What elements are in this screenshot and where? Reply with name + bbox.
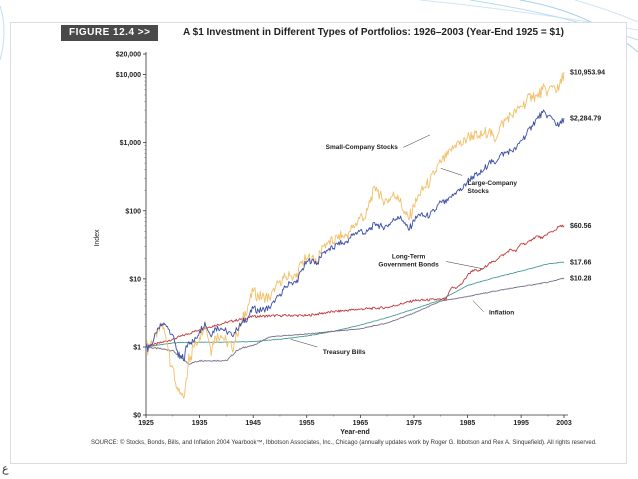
annotation-leader — [446, 261, 484, 270]
annotation-leader — [440, 168, 463, 176]
series-end-label: $10.28 — [570, 276, 592, 283]
x-tick-label: 1945 — [245, 420, 261, 427]
x-tick-label: 2003 — [556, 420, 572, 427]
series-end-label: $60.56 — [570, 223, 592, 230]
x-tick-label: 1935 — [192, 420, 208, 427]
annotation-leader — [403, 134, 431, 148]
x-tick-label: 1925 — [138, 420, 154, 427]
y-tick-label: $20,000 — [116, 52, 141, 59]
series-line-small-company-stocks — [145, 71, 565, 399]
source-note: SOURCE: © Stocks, Bonds, Bills, and Infl… — [91, 440, 597, 446]
series-annotation: Long-Term Government Bonds — [378, 253, 439, 268]
y-axis-label: Index — [94, 229, 101, 247]
x-tick-label: 1965 — [353, 420, 369, 427]
series-line-treasury-bills — [145, 261, 565, 348]
series-line-large-company-stocks — [145, 109, 565, 362]
figure-header: FIGURE 12.4 >> A $1 Investment in Differ… — [11, 23, 626, 45]
slide-page-number: ع — [2, 463, 9, 475]
y-tick-label: $100 — [125, 208, 141, 215]
series-annotation: Small-Company Stocks — [326, 144, 399, 151]
series-line-inflation — [145, 277, 565, 365]
series-end-label: $17.66 — [570, 260, 592, 267]
figure-title: A $1 Investment in Different Types of Po… — [183, 27, 564, 38]
y-tick-label: $10,000 — [116, 72, 141, 79]
y-tick-label: $1,000 — [120, 140, 142, 147]
y-tick-label: $1 — [133, 345, 141, 352]
series-annotation: Treasury Bills — [323, 349, 366, 356]
x-tick-label: 1995 — [513, 420, 529, 427]
figure-tag: FIGURE 12.4 >> — [61, 25, 159, 41]
series-annotation: Inflation — [489, 309, 514, 316]
x-tick-label: 1985 — [460, 420, 476, 427]
x-tick-label: 1975 — [406, 420, 422, 427]
x-axis-label: Year-end — [340, 429, 370, 436]
line-chart: $0 $1 $10 $100 $1,000 $10,000 $20,000 1925 1935 1… — [94, 52, 605, 437]
series-end-label: $10,953.94 — [570, 69, 605, 76]
series-line-long-term-government-bonds — [145, 224, 565, 349]
series-end-label: $2,284.79 — [570, 116, 601, 123]
figure-panel: FIGURE 12.4 >> A $1 Investment in Differ… — [10, 22, 627, 464]
y-tick-label: $0 — [133, 413, 141, 420]
series-annotation: Large-Company Stocks — [468, 180, 518, 195]
y-tick-label: $10 — [129, 276, 141, 283]
annotation-leader — [472, 300, 484, 312]
annotation-leader — [290, 338, 318, 348]
x-tick-label: 1955 — [299, 420, 315, 427]
